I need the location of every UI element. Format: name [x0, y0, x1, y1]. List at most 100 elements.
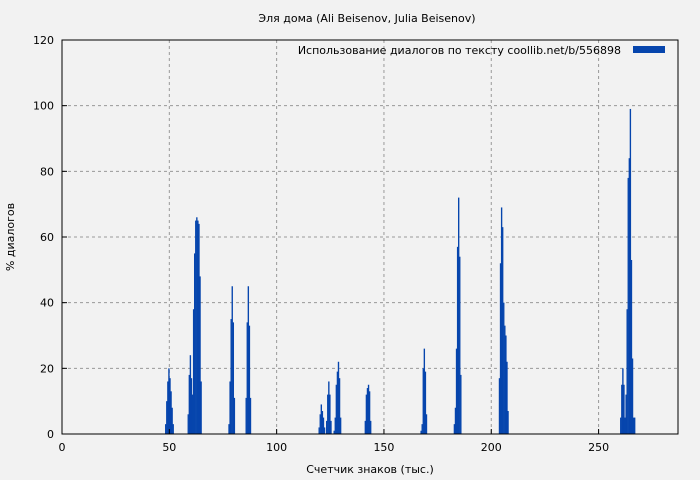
bar: [191, 394, 194, 434]
bar: [421, 424, 423, 434]
bars: [165, 108, 636, 434]
bar: [172, 424, 174, 434]
bar: [326, 420, 328, 434]
bar: [459, 256, 461, 434]
bar: [423, 348, 426, 434]
bar: [189, 355, 192, 434]
bar: [365, 394, 368, 434]
bar: [630, 259, 633, 434]
bar: [422, 368, 424, 434]
bar: [197, 220, 199, 434]
y-tick-label: 80: [40, 165, 54, 178]
grid: [62, 40, 678, 434]
bar: [195, 220, 197, 434]
y-axis-label: % диалогов: [4, 203, 17, 271]
bar: [500, 207, 503, 434]
bar: [334, 417, 336, 434]
y-tick-label: 120: [33, 34, 54, 47]
bar: [333, 430, 335, 434]
bar: [622, 368, 624, 434]
bar: [629, 108, 632, 434]
bar: [168, 368, 170, 434]
bar: [453, 424, 456, 434]
bar: [337, 361, 340, 434]
bar: [320, 404, 323, 434]
bar: [336, 371, 339, 434]
bar: [230, 319, 232, 434]
bar: [229, 381, 231, 434]
bar: [370, 420, 372, 434]
bar: [628, 158, 631, 434]
bar: [499, 263, 502, 434]
bar: [196, 217, 198, 434]
x-tick-label: 50: [162, 441, 176, 454]
bar: [322, 417, 325, 434]
bar: [425, 414, 428, 434]
bar: [503, 302, 505, 434]
bar: [626, 309, 628, 434]
bar: [368, 391, 371, 434]
bar: [625, 394, 627, 434]
bar: [632, 417, 635, 434]
bar: [198, 223, 200, 434]
bar: [327, 394, 329, 434]
bar: [498, 378, 501, 434]
bar: [624, 417, 626, 434]
bar: [339, 417, 342, 434]
bar: [200, 381, 202, 434]
bar: [188, 374, 191, 434]
bar: [330, 420, 332, 434]
bar: [364, 420, 367, 434]
bar: [506, 361, 508, 434]
bar: [620, 417, 622, 434]
bar: [246, 322, 248, 434]
bar: [192, 309, 195, 434]
bar: [187, 414, 189, 434]
bar: [167, 381, 169, 434]
chart-title: Эля дома (Ali Beisenov, Julia Beisenov): [258, 12, 475, 25]
bar: [194, 253, 196, 434]
bar: [455, 348, 458, 434]
bar: [627, 177, 629, 434]
ticks: 0 20 40 60 80 100 120 0 50 100 150 200 250: [33, 34, 609, 454]
bar: [420, 430, 422, 434]
bar: [190, 378, 193, 434]
bar: [335, 384, 338, 434]
legend-label: Использование диалогов по тексту coollib…: [298, 44, 621, 57]
bar: [199, 276, 201, 434]
bar: [319, 414, 321, 434]
bar: [367, 384, 370, 434]
bar: [507, 411, 509, 434]
bar: [170, 391, 172, 434]
bar: [245, 397, 247, 434]
x-tick-label: 250: [588, 441, 609, 454]
bar: [460, 374, 462, 434]
y-tick-label: 20: [40, 362, 54, 375]
bar: [165, 424, 167, 434]
x-tick-label: 100: [266, 441, 287, 454]
bar: [232, 322, 235, 434]
y-tick-label: 40: [40, 297, 54, 310]
bar: [504, 325, 506, 434]
bar: [247, 286, 250, 434]
bar: [318, 427, 320, 434]
bar: [424, 371, 427, 434]
bar: [623, 384, 625, 434]
bar: [248, 325, 251, 434]
bar: [233, 397, 236, 434]
bar: [329, 394, 331, 434]
bar: [169, 378, 171, 434]
x-tick-label: 200: [481, 441, 502, 454]
bar: [502, 227, 504, 434]
bar: [171, 407, 173, 434]
bar: [631, 358, 634, 434]
bar: [323, 427, 326, 434]
bar: [231, 286, 233, 434]
legend-swatch: [633, 46, 665, 53]
bar: [228, 424, 230, 434]
x-axis-label: Счетчик знаков (тыс.): [306, 463, 434, 476]
bar: [249, 397, 252, 434]
bar: [321, 411, 324, 434]
bar: [366, 388, 369, 434]
